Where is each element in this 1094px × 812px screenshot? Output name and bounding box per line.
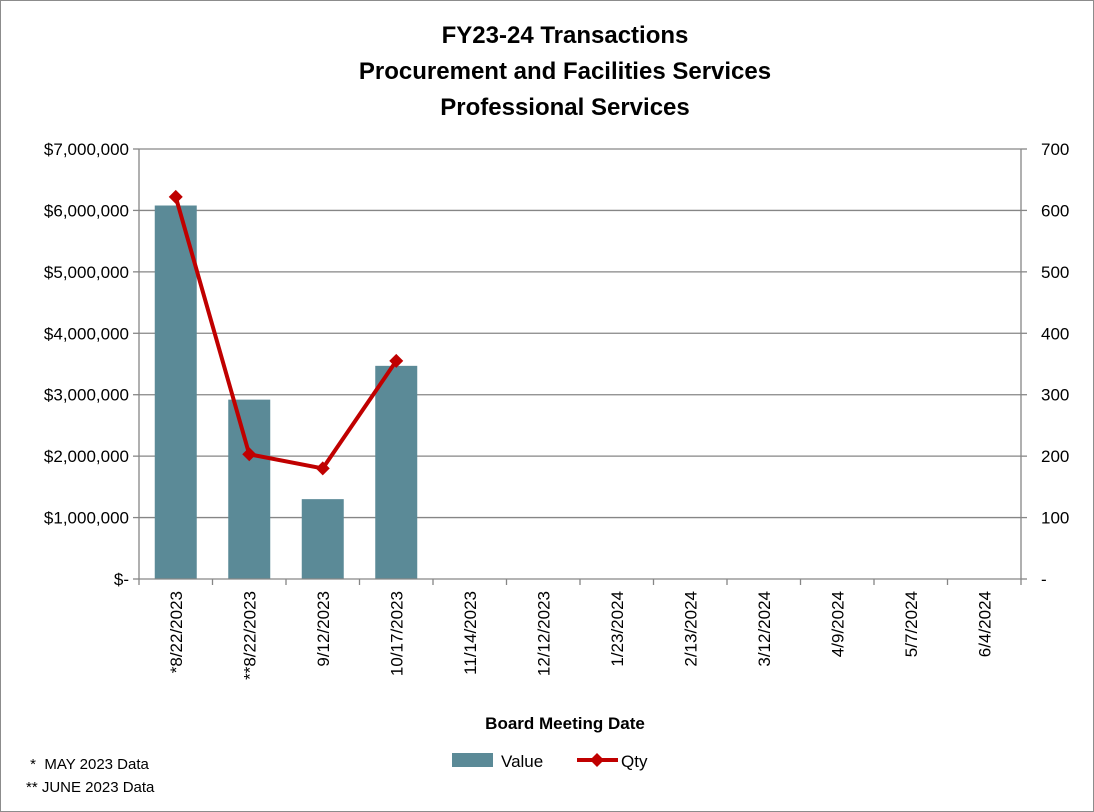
x-axis-tick-label: 12/12/2023 xyxy=(534,591,553,676)
qty-line-series xyxy=(168,189,404,476)
chart-title-line-1: FY23-24 Transactions xyxy=(442,22,689,49)
qty-point xyxy=(242,447,257,462)
value-bar xyxy=(228,399,271,579)
x-axis-tick-label: 2/13/2024 xyxy=(681,591,700,667)
x-axis-title: Board Meeting Date xyxy=(485,714,645,733)
x-axis-tick-label: 10/17/2023 xyxy=(387,591,406,676)
left-axis-tick-label: $- xyxy=(114,570,129,589)
x-axis-tick-label: 9/12/2023 xyxy=(314,591,333,667)
right-axis-tick-label: 200 xyxy=(1041,447,1069,466)
right-axis-tick-label: 600 xyxy=(1041,201,1069,220)
legend-value-swatch xyxy=(452,753,493,767)
x-axis-tick-label: 6/4/2024 xyxy=(975,591,994,657)
left-axis-tick-label: $3,000,000 xyxy=(44,386,129,405)
x-axis-tick-label: 4/9/2024 xyxy=(828,591,847,657)
x-axis-tick-label: 11/14/2023 xyxy=(461,591,480,675)
chart-title: FY23-24 Transactions Procurement and Fac… xyxy=(359,22,771,121)
right-axis-tick-label: - xyxy=(1041,570,1047,589)
right-axis-tick-labels: - 100 200 300 400 500 600 700 xyxy=(1041,140,1069,589)
legend: Value Qty xyxy=(452,752,648,771)
x-axis-tick-label: 3/12/2024 xyxy=(755,591,774,667)
note-may-data: * MAY 2023 Data xyxy=(26,756,150,773)
legend-qty-marker xyxy=(590,753,604,767)
right-axis-tick-label: 700 xyxy=(1041,140,1069,159)
x-axis-tick-label: 5/7/2024 xyxy=(902,591,921,657)
legend-value-label: Value xyxy=(501,752,543,771)
chart-title-line-3: Professional Services xyxy=(440,94,689,121)
left-axis-tick-labels: $- $1,000,000 $2,000,000 $3,000,000 $4,000,0… xyxy=(44,140,129,589)
x-axis-tick-label: *8/22/2023 xyxy=(167,591,186,673)
gridlines xyxy=(139,148,1021,519)
qty-line xyxy=(173,196,398,471)
qty-point xyxy=(315,461,330,476)
left-axis-tick-label: $7,000,000 xyxy=(44,140,129,159)
x-axis-tick-labels: *8/22/2023 **8/22/2023 9/12/2023 10/17/2023… xyxy=(167,591,995,680)
x-axis-tick-label: **8/22/2023 xyxy=(240,591,259,680)
left-axis-tick-label: $1,000,000 xyxy=(44,509,129,528)
value-bars xyxy=(154,205,418,579)
value-bar xyxy=(301,499,344,579)
left-axis-tick-label: $6,000,000 xyxy=(44,201,129,220)
right-axis-tick-label: 300 xyxy=(1041,386,1069,405)
right-axis-tick-label: 500 xyxy=(1041,263,1069,282)
left-axis-tick-label: $2,000,000 xyxy=(44,447,129,466)
value-bar xyxy=(375,365,418,579)
axes xyxy=(133,148,1027,585)
note-june-data: ** JUNE 2023 Data xyxy=(26,779,155,796)
chart-title-line-2: Procurement and Facilities Services xyxy=(359,58,771,85)
legend-qty-label: Qty xyxy=(621,752,648,771)
left-axis-tick-label: $5,000,000 xyxy=(44,263,129,282)
right-axis-tick-label: 400 xyxy=(1041,324,1069,343)
x-axis-tick-label: 1/23/2024 xyxy=(608,591,627,667)
left-axis-tick-label: $4,000,000 xyxy=(44,324,129,343)
value-bar xyxy=(154,205,197,579)
qty-point xyxy=(389,353,404,368)
qty-point xyxy=(168,189,183,204)
right-axis-tick-label: 100 xyxy=(1041,509,1069,528)
